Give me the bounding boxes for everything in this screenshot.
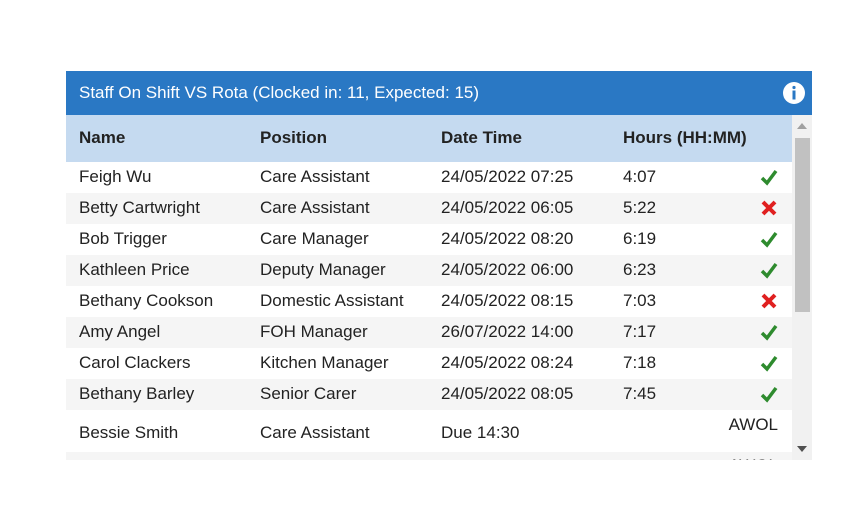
check-icon xyxy=(760,386,778,403)
column-header[interactable]: Name xyxy=(79,128,126,147)
table-row[interactable]: AWOL xyxy=(66,452,792,460)
column-header[interactable]: Position xyxy=(260,128,328,147)
table-row[interactable]: Betty Cartwright Care Assistant 24/05/2022… xyxy=(66,193,792,224)
table-cell: 24/05/2022 08:24 xyxy=(441,353,574,372)
table-cell: 7:45 xyxy=(623,384,657,403)
table-cell: 24/05/2022 06:05 xyxy=(441,198,574,217)
scroll-thumb[interactable] xyxy=(795,138,810,312)
table-row[interactable]: Amy Angel FOH Manager 26/07/2022 14:00 7:17 xyxy=(66,317,792,348)
column-header[interactable]: Hours (HH:MM) xyxy=(623,128,747,147)
table-cell: AWOL xyxy=(729,456,778,460)
scroll-up[interactable] xyxy=(797,123,807,129)
table-row[interactable]: Kathleen Price Deputy Manager 24/05/2022 0… xyxy=(66,255,792,286)
check-icon xyxy=(760,262,778,279)
table-row[interactable]: Bethany Barley Senior Carer 24/05/2022 08:… xyxy=(66,379,792,410)
table-cell: Domestic Assistant xyxy=(260,291,404,310)
table-row[interactable]: Feigh Wu Care Assistant 24/05/2022 07:25 4:… xyxy=(66,162,792,193)
scrollbar[interactable] xyxy=(792,115,812,460)
table-cell: Care Assistant xyxy=(260,167,370,186)
table-cell: Feigh Wu xyxy=(79,167,152,186)
table-cell: Kathleen Price xyxy=(79,260,190,279)
info-button[interactable] xyxy=(782,81,806,105)
table-cell: Kitchen Manager xyxy=(260,353,389,372)
table-cell: FOH Manager xyxy=(260,322,368,341)
table-cell: Amy Angel xyxy=(79,322,161,341)
table-cell: 24/05/2022 07:25 xyxy=(441,167,574,186)
table-cell: Carol Clackers xyxy=(79,353,191,372)
table-cell: 4:07 xyxy=(623,167,657,186)
table-cell: Deputy Manager xyxy=(260,260,386,279)
table-cell: Senior Carer xyxy=(260,384,357,403)
table-cell: Due 14:30 xyxy=(441,423,520,442)
table-cell: Care Manager xyxy=(260,229,369,248)
check-icon xyxy=(760,169,778,186)
table-cell: Bob Trigger xyxy=(79,229,167,248)
table-cell: 24/05/2022 06:00 xyxy=(441,260,574,279)
check-icon xyxy=(760,324,778,341)
table-cell: 7:18 xyxy=(623,353,657,372)
table-cell: 7:17 xyxy=(623,322,657,341)
table-cell: Care Assistant xyxy=(260,423,370,442)
table-cell: Bethany Cookson xyxy=(79,291,214,310)
check-icon xyxy=(760,231,778,248)
table-cell: Betty Cartwright xyxy=(79,198,200,217)
table-cell: 7:03 xyxy=(623,291,657,310)
column-header[interactable]: Date Time xyxy=(441,128,522,147)
table-cell: AWOL xyxy=(728,415,778,434)
widget-header: Staff On Shift VS Rota (Clocked in: 11, … xyxy=(66,71,812,115)
table-cell: 6:19 xyxy=(623,229,657,248)
table-cell: Bethany Barley xyxy=(79,384,195,403)
table-cell: 24/05/2022 08:05 xyxy=(441,384,574,403)
table-cell: 6:23 xyxy=(623,260,657,279)
table-cell: 5:22 xyxy=(623,198,657,217)
table-row[interactable]: Carol Clackers Kitchen Manager 24/05/2022 … xyxy=(66,348,792,379)
table-cell: 26/07/2022 14:00 xyxy=(441,322,574,341)
table-cell: 24/05/2022 08:20 xyxy=(441,229,574,248)
widget-panel: Staff On Shift VS Rota (Clocked in: 11, … xyxy=(66,71,812,460)
cross-icon xyxy=(761,293,777,309)
cross-icon xyxy=(761,200,777,216)
table-cell: Care Assistant xyxy=(260,198,370,217)
table-header: Name Position Date Time Hours (HH:MM) xyxy=(66,115,792,162)
table-row[interactable]: Bethany Cookson Domestic Assistant 24/05/2… xyxy=(66,286,792,317)
table-cell: Bessie Smith xyxy=(79,423,179,442)
check-icon xyxy=(760,355,778,372)
scroll-down[interactable] xyxy=(797,446,807,452)
table-cell: 24/05/2022 08:15 xyxy=(441,291,574,310)
table-row[interactable]: Bessie Smith Care Assistant Due 14:30 AWOL xyxy=(66,410,792,452)
table-row[interactable]: Bob Trigger Care Manager 24/05/2022 08:20 6… xyxy=(66,224,792,255)
widget-title: Staff On Shift VS Rota (Clocked in: 11, … xyxy=(79,83,480,102)
